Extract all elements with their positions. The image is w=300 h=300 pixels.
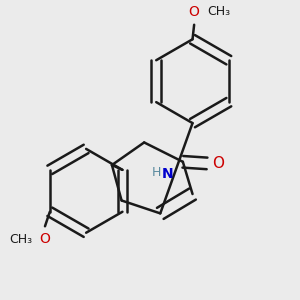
Text: O: O [40,232,50,246]
Text: CH₃: CH₃ [9,233,32,246]
Text: O: O [212,156,224,171]
Text: CH₃: CH₃ [207,5,230,18]
Text: H: H [152,166,161,179]
Text: N: N [162,167,174,181]
Text: O: O [189,5,200,19]
